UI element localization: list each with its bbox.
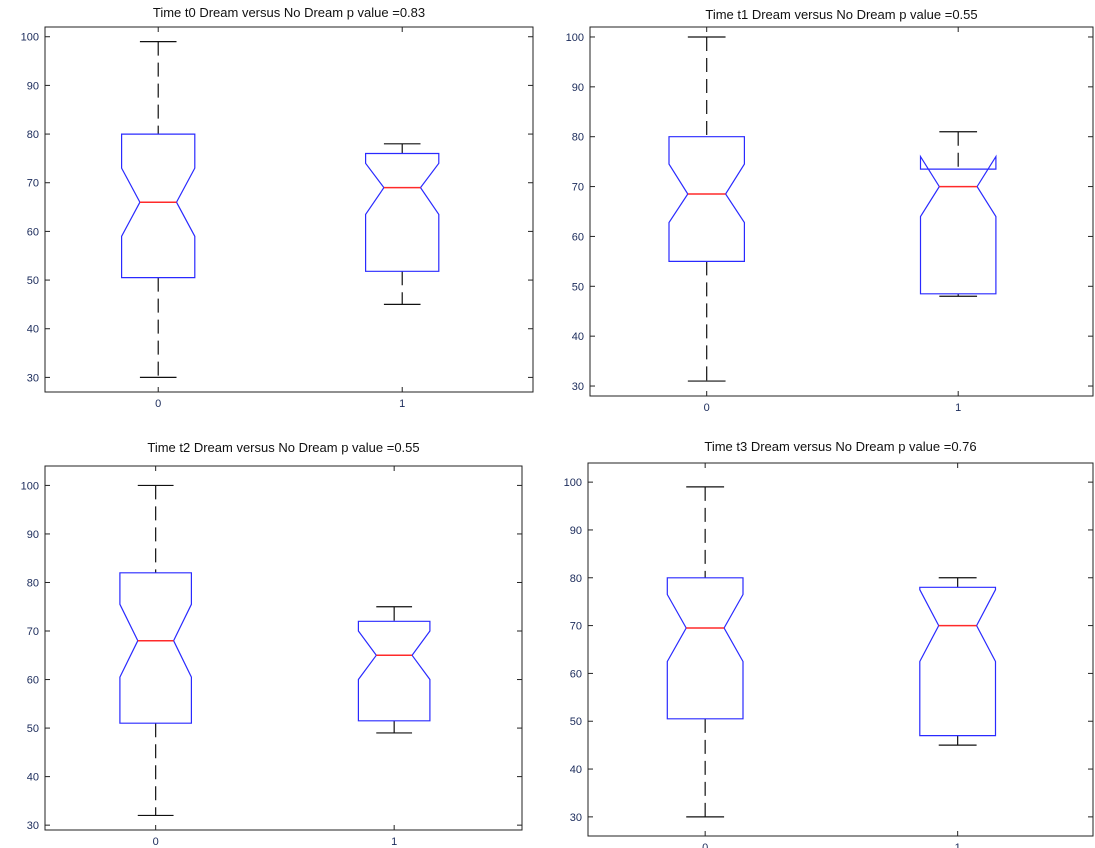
chart-title: Time t2 Dream versus No Dream p value =0…	[147, 440, 419, 455]
y-tick-label: 80	[27, 129, 39, 141]
y-tick-label: 60	[572, 231, 584, 243]
notched-box	[357, 620, 431, 722]
notched-box	[119, 572, 192, 724]
y-tick-label: 30	[572, 381, 584, 393]
y-tick-label: 60	[27, 675, 39, 687]
x-tick-label: 0	[704, 402, 710, 412]
notched-box	[919, 154, 997, 295]
notched-box	[919, 586, 997, 737]
y-tick-label: 60	[27, 226, 39, 238]
chart-title: Time t0 Dream versus No Dream p value =0…	[153, 5, 425, 20]
y-tick-label: 40	[27, 772, 39, 784]
y-tick-label: 50	[27, 275, 39, 287]
chart-panel-t0: Time t0 Dream versus No Dream p value =0…	[0, 0, 540, 412]
x-tick-label: 0	[153, 836, 159, 848]
y-tick-label: 80	[570, 573, 582, 585]
x-tick-label: 1	[955, 402, 961, 412]
boxplot-t1: Time t1 Dream versus No Dream p value =0…	[566, 7, 1094, 412]
chart-panel-t3: Time t3 Dream versus No Dream p value =0…	[550, 428, 1095, 848]
y-tick-label: 40	[572, 331, 584, 343]
y-tick-label: 90	[27, 80, 39, 92]
y-tick-label: 100	[21, 32, 39, 44]
axes-frame	[44, 465, 523, 831]
y-tick-label: 30	[570, 812, 582, 824]
boxplot-t3: Time t3 Dream versus No Dream p value =0…	[564, 439, 1094, 848]
notched-box	[668, 136, 745, 262]
axes-frame	[589, 26, 1094, 397]
x-tick-label: 1	[399, 398, 405, 410]
boxplot-t0: Time t0 Dream versus No Dream p value =0…	[21, 5, 534, 410]
y-tick-label: 70	[27, 626, 39, 638]
y-tick-label: 90	[27, 529, 39, 541]
axes-frame	[44, 26, 534, 393]
y-tick-label: 50	[27, 723, 39, 735]
x-tick-label: 1	[391, 836, 397, 848]
y-tick-label: 70	[27, 178, 39, 190]
y-tick-label: 90	[572, 82, 584, 94]
y-tick-label: 100	[566, 32, 584, 44]
x-tick-label: 0	[702, 842, 708, 848]
y-tick-label: 30	[27, 372, 39, 384]
y-tick-label: 50	[570, 716, 582, 728]
notched-box	[365, 152, 440, 272]
y-tick-label: 60	[570, 668, 582, 680]
x-tick-label: 0	[155, 398, 161, 410]
boxplot-t2: Time t2 Dream versus No Dream p value =0…	[21, 440, 523, 848]
y-tick-label: 30	[27, 820, 39, 832]
chart-title: Time t1 Dream versus No Dream p value =0…	[705, 7, 977, 22]
y-tick-label: 50	[572, 281, 584, 293]
notched-box	[120, 133, 196, 279]
y-tick-label: 40	[27, 324, 39, 336]
notched-box	[666, 577, 744, 720]
x-tick-label: 1	[955, 842, 961, 848]
y-tick-label: 100	[21, 480, 39, 492]
y-tick-label: 90	[570, 525, 582, 537]
y-tick-label: 40	[570, 764, 582, 776]
y-tick-label: 80	[27, 577, 39, 589]
y-tick-label: 70	[572, 182, 584, 194]
chart-panel-t2: Time t2 Dream versus No Dream p value =0…	[0, 428, 540, 848]
chart-panel-t1: Time t1 Dream versus No Dream p value =0…	[550, 0, 1095, 412]
axes-frame	[587, 462, 1094, 837]
y-tick-label: 80	[572, 132, 584, 144]
y-tick-label: 70	[570, 621, 582, 633]
chart-title: Time t3 Dream versus No Dream p value =0…	[704, 439, 976, 454]
y-tick-label: 100	[564, 477, 582, 489]
